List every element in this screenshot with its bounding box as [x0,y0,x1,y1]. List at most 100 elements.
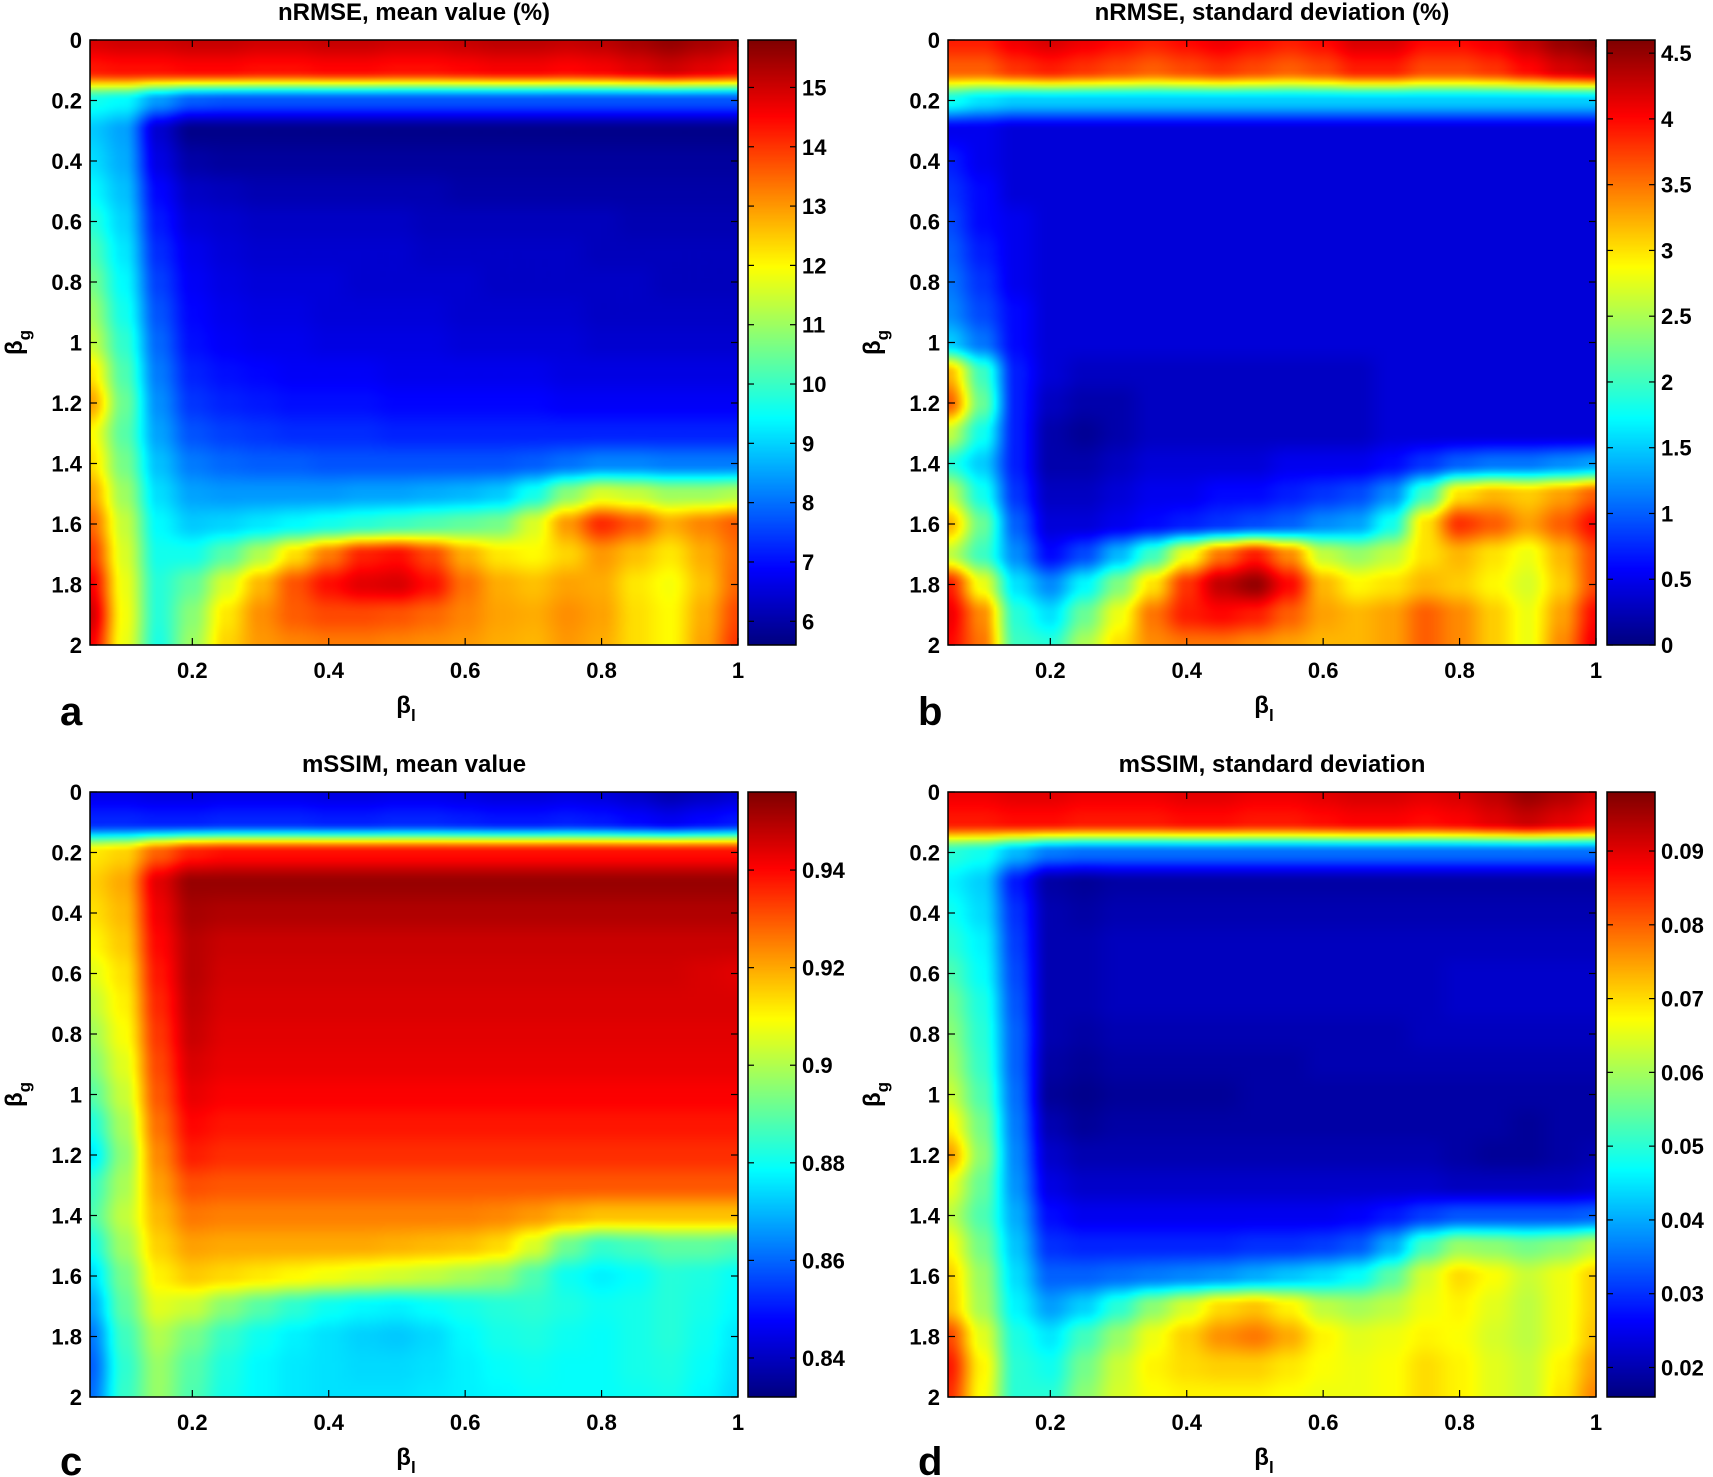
colorbar-tick-label: 14 [802,135,827,160]
colorbar-tick-label: 0 [1661,633,1673,658]
colorbar-tick-label: 8 [802,491,814,516]
colorbar-frame [1606,39,1656,646]
x-axis-label-symbol: β [1254,1444,1269,1471]
colorbar-tick-label: 13 [802,194,826,219]
x-tick-label: 1 [1590,658,1602,683]
y-tick-label: 0.6 [51,962,82,987]
y-tick-label: 0 [928,780,940,805]
y-axis-label: βg [859,330,892,355]
colorbar-tick-label: 0.05 [1661,1134,1704,1159]
colorbar-frame [1606,791,1656,1398]
colorbar-frame [747,791,797,1398]
y-tick-label: 1.4 [51,1204,82,1229]
x-axis-label-symbol: β [396,1444,411,1471]
y-tick-label: 0.4 [51,901,82,926]
colorbar-tick-label: 0.84 [802,1346,846,1371]
colorbar-tick-label: 1 [1661,501,1673,526]
colorbar-tick-label: 0.02 [1661,1355,1704,1380]
colorbar-tick-label: 10 [802,372,826,397]
y-tick-label: 0.8 [909,1022,940,1047]
y-axis-label-symbol: β [1,340,28,355]
colorbar-tick-label: 15 [802,75,826,100]
panel-c: mSSIM, mean value 0.2 0.4 0.6 0.8 1 0 0.2 0.4 0.6… [1,751,846,1477]
y-tick-label: 1 [928,1083,940,1108]
y-tick-label: 1.6 [909,1264,940,1289]
x-axis-label-subscript: l [1269,1458,1274,1477]
x-tick-label: 0.2 [1035,1410,1066,1435]
y-tick-label: 0.8 [51,270,82,295]
colorbar-gradient [748,40,796,645]
colorbar-tick-label: 1.5 [1661,436,1692,461]
y-tick-label: 0.8 [909,270,940,295]
y-tick-label: 1.6 [51,1264,82,1289]
x-tick-label: 0.8 [586,1410,617,1435]
y-axis-label-symbol: β [859,1092,886,1107]
colorbar-tick-label: 11 [802,313,825,338]
colorbar-tick-label: 0.06 [1661,1060,1704,1085]
y-tick-label: 1 [70,331,82,356]
colorbar-tick-label: 3 [1661,238,1673,263]
x-tick-label: 0.6 [450,1410,481,1435]
colorbar-tick-label: 9 [802,431,814,456]
x-tick-label: 1 [732,1410,744,1435]
y-axis-label-subscript: g [15,1082,34,1092]
y-tick-label: 1.4 [51,452,82,477]
x-tick-label: 0.6 [1308,1410,1339,1435]
y-tick-label: 0.4 [909,901,940,926]
colorbar-tick-label: 6 [802,609,814,634]
colorbar-tick-label: 4 [1661,107,1674,132]
colorbar-tick-label: 4.5 [1661,41,1692,66]
y-tick-label: 0 [70,28,82,53]
colorbar-tick-label: 0.09 [1661,839,1704,864]
y-tick-label: 0.4 [51,149,82,174]
y-tick-label: 1.2 [51,1143,82,1168]
heatmap-image [90,40,738,645]
colorbar-gradient [1607,40,1655,645]
colorbar-tick-label: 3.5 [1661,173,1692,198]
y-axis-label-subscript: g [873,330,892,340]
colorbar-tick-label: 0.9 [802,1053,833,1078]
y-tick-label: 1 [928,331,940,356]
x-tick-label: 0.8 [1444,1410,1475,1435]
x-axis-label: βl [396,1444,415,1477]
panel-title: nRMSE, standard deviation (%) [1095,0,1450,26]
panel-title: nRMSE, mean value (%) [278,0,550,26]
panel-a: nRMSE, mean value (%)0.2 0.4 0.6 0.8 100.20.… [1,0,827,734]
x-tick-label: 0.4 [1171,658,1202,683]
colorbar-tick-label: 7 [802,550,814,575]
colorbar-tick-label: 0.92 [802,956,845,981]
y-axis-label-symbol: β [1,1092,28,1107]
colorbar-tick-label: 0.07 [1661,987,1704,1012]
heatmap-image [90,792,738,1397]
x-axis-label-subscript: l [1269,706,1274,725]
colorbar-tick-label: 2.5 [1661,304,1692,329]
y-tick-label: 1.2 [909,391,940,416]
colorbar-tick-label: 0.88 [802,1151,845,1176]
y-tick-label: 0.2 [909,89,940,114]
x-tick-label: 0.2 [177,658,208,683]
y-tick-label: 0.2 [51,841,82,866]
panel-letter: d [918,1440,942,1477]
colorbar-tick-label: 12 [802,253,826,278]
y-tick-label: 1.2 [51,391,82,416]
x-axis-label-subscript: l [411,706,416,725]
y-tick-label: 0.2 [909,841,940,866]
y-tick-label: 0 [928,28,940,53]
x-tick-label: 0.8 [1444,658,1475,683]
x-tick-label: 1 [1590,1410,1602,1435]
x-tick-label: 0.8 [586,658,617,683]
y-axis-label-subscript: g [15,330,34,340]
y-tick-label: 0.4 [909,149,940,174]
y-axis-label: βg [859,1082,892,1107]
y-tick-label: 2 [928,633,940,658]
y-tick-label: 0 [70,780,82,805]
panel-letter: b [918,690,942,734]
x-axis-label-symbol: β [396,692,411,719]
colorbar-gradient [1607,792,1655,1397]
panel-b: nRMSE, standard deviation (%) 0.2 0.4 0.6 0.… [859,0,1692,734]
y-tick-label: 0.6 [909,962,940,987]
y-tick-label: 0.8 [51,1022,82,1047]
colorbar-frame [747,39,797,646]
x-tick-label: 0.6 [450,658,481,683]
y-axis-label: βg [1,330,34,355]
